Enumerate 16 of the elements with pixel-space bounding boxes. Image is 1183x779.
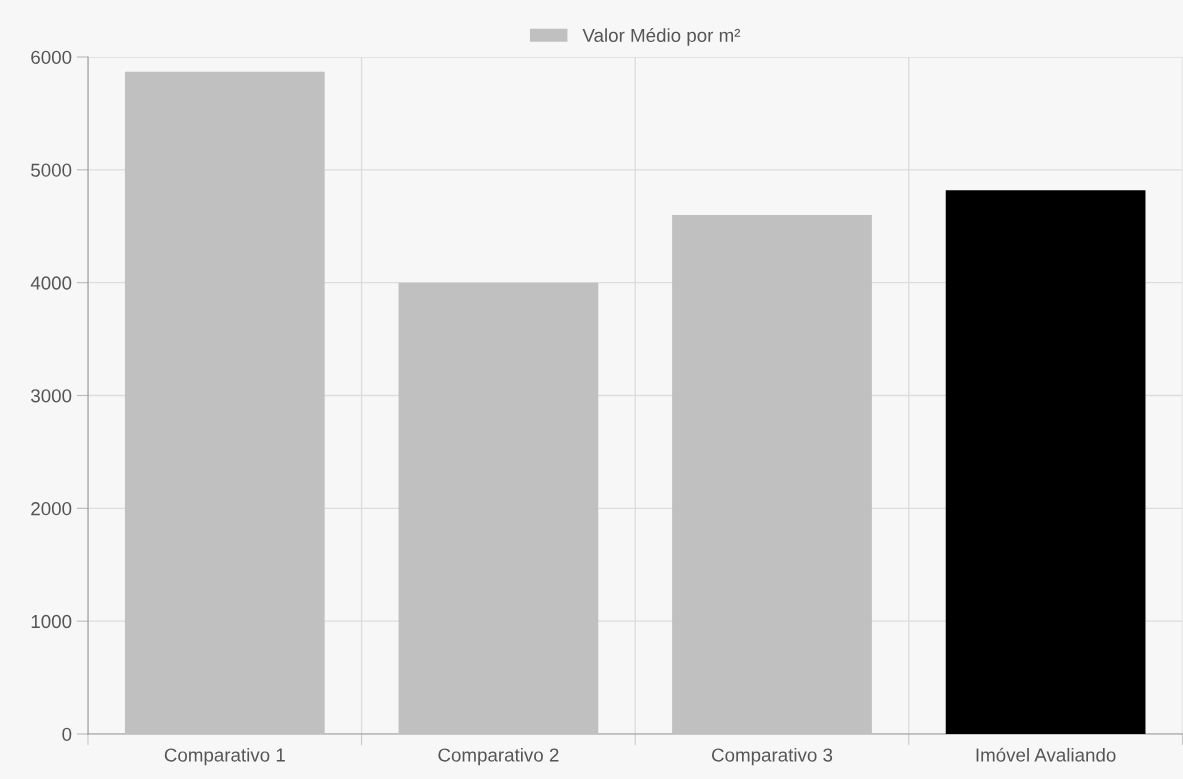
y-tick-label: 1000 [31, 614, 72, 629]
y-tick-label: 2000 [31, 502, 72, 516]
x-tick-label: Imóvel Avaliando [976, 747, 1116, 762]
y-tick-label: 3000 [31, 389, 72, 403]
y-tick-label: 0 [62, 727, 72, 741]
bar [124, 71, 325, 734]
x-tick-label: Comparativo 2 [438, 747, 559, 766]
bar [945, 190, 1146, 734]
bar [672, 214, 872, 734]
y-tick-label: 4000 [30, 276, 72, 290]
y-tick-label: 5000 [31, 163, 72, 177]
bar [398, 282, 599, 734]
y-tick-label: 6000 [31, 50, 72, 64]
x-tick-label: Comparativo 1 [164, 747, 285, 766]
x-tick-label: Comparativo 3 [712, 747, 833, 766]
legend-label: Valor Médio por m² [582, 28, 741, 46]
